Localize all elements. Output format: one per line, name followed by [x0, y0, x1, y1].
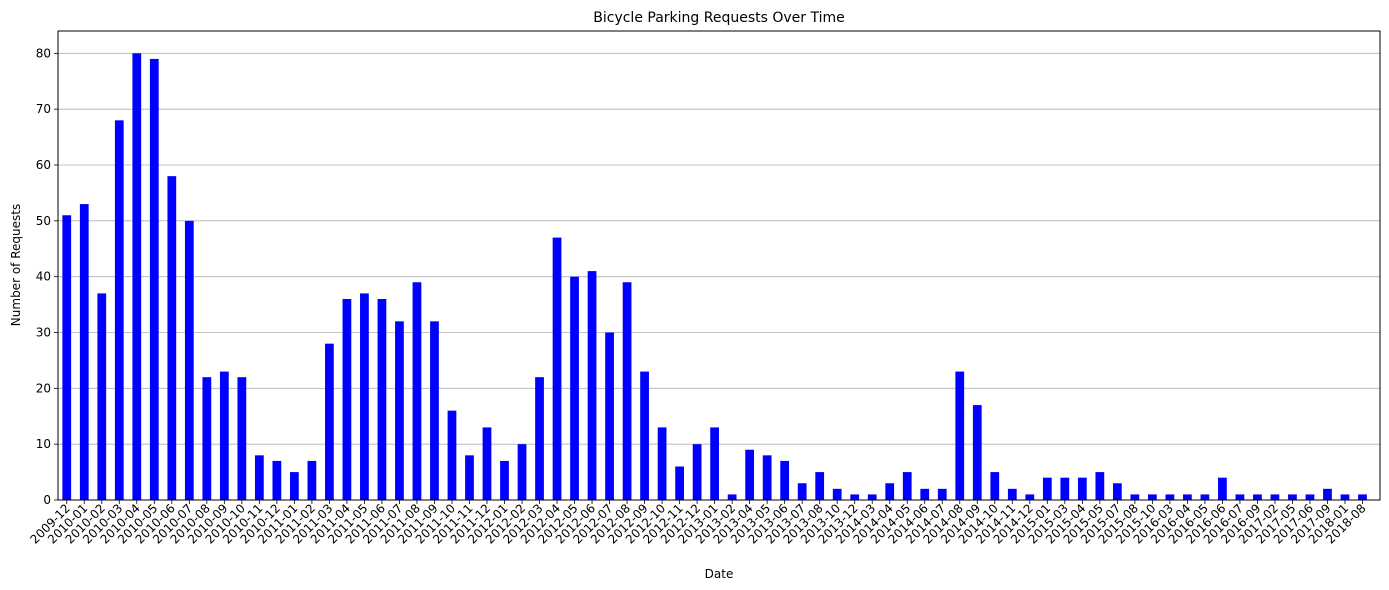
bar-2010-11	[254, 455, 264, 500]
bar-2016-05	[1200, 494, 1210, 500]
bar-2013-05	[762, 455, 772, 500]
bar-2012-02	[517, 444, 527, 500]
bar-2014-08	[955, 371, 965, 500]
bar-2013-06	[780, 460, 790, 500]
bar-2018-08	[1358, 494, 1367, 500]
bar-2014-09	[972, 405, 982, 500]
bar-2017-09	[1323, 488, 1332, 500]
y-tick-label: 0	[43, 493, 51, 507]
bar-2010-09	[219, 371, 229, 500]
bar-2014-06	[920, 488, 930, 500]
bar-2014-05	[902, 472, 912, 500]
bar-2013-02	[727, 494, 737, 500]
bar-2010-07	[184, 220, 194, 501]
chart-title: Bicycle Parking Requests Over Time	[593, 10, 844, 26]
y-axis-label: Number of Requests	[9, 204, 23, 326]
bar-2015-08	[1130, 494, 1140, 500]
bar-2011-03	[325, 343, 334, 500]
y-axis-ticks: 0 10 20 30 40 50 60 70 80	[36, 46, 58, 507]
bar-2015-05	[1095, 472, 1105, 500]
bar-2011-05	[360, 293, 369, 500]
y-tick-label: 10	[36, 437, 51, 451]
bar-2011-02	[307, 460, 317, 500]
bar-2016-03	[1165, 494, 1175, 500]
bar-2010-10	[237, 377, 247, 500]
x-axis-ticks: 2009-122010-012010-022010-032010-042010-…	[28, 500, 1369, 547]
y-tick-label: 20	[36, 381, 51, 395]
bar-2011-12	[482, 427, 492, 500]
bars	[62, 53, 1367, 501]
bar-2011-09	[430, 321, 439, 500]
bar-2015-07	[1112, 483, 1122, 500]
bar-2011-11	[465, 455, 474, 500]
bar-2009-12	[62, 215, 72, 500]
bar-2017-02	[1270, 494, 1280, 500]
y-tick-label: 60	[36, 158, 51, 172]
bar-2013-12	[850, 494, 860, 500]
bar-2011-01	[290, 472, 299, 500]
bar-2016-09	[1253, 494, 1262, 500]
bar-2012-03	[535, 377, 544, 500]
bar-2012-01	[500, 460, 509, 500]
bar-2010-02	[97, 293, 107, 500]
bar-2014-03	[867, 494, 877, 500]
y-tick-label: 80	[36, 46, 51, 60]
bar-2013-07	[797, 483, 807, 500]
y-tick-label: 70	[36, 102, 51, 116]
bar-2013-04	[745, 449, 755, 500]
bar-2014-07	[937, 488, 947, 500]
bar-2014-12	[1025, 494, 1035, 500]
bar-2018-01	[1340, 494, 1350, 500]
bar-2012-10	[657, 427, 667, 500]
bar-2012-06	[587, 271, 597, 500]
bar-2012-04	[552, 237, 562, 501]
bar-2014-04	[885, 483, 895, 500]
bar-2015-01	[1042, 477, 1052, 500]
bar-2010-06	[167, 176, 177, 500]
bar-2014-11	[1007, 488, 1017, 500]
bar-2010-03	[114, 120, 124, 500]
bar-2015-03	[1060, 477, 1070, 500]
bar-2016-06	[1218, 477, 1227, 500]
bar-2016-07	[1235, 494, 1245, 500]
bar-2011-06	[377, 299, 387, 500]
bar-2012-12	[692, 444, 702, 500]
bar-2017-05	[1288, 494, 1297, 500]
bar-2010-04	[132, 53, 142, 500]
bar-2010-01	[79, 204, 89, 501]
x-axis-label: Date	[705, 567, 734, 581]
gridlines	[58, 52, 1380, 501]
bar-2013-01	[710, 427, 719, 500]
bar-2016-04	[1183, 494, 1192, 500]
bar-2014-10	[990, 472, 1000, 500]
y-tick-label: 30	[36, 326, 51, 340]
bar-2011-10	[447, 410, 457, 500]
bar-2011-08	[412, 282, 422, 500]
y-tick-label: 50	[36, 214, 51, 228]
bar-2010-05	[149, 58, 159, 501]
bar-2011-07	[395, 321, 404, 500]
bar-2012-05	[570, 276, 579, 500]
y-tick-label: 40	[36, 270, 51, 284]
bar-2013-08	[815, 472, 825, 500]
bar-2012-07	[605, 332, 614, 500]
bar-2015-10	[1147, 494, 1157, 500]
bar-2015-04	[1077, 477, 1087, 500]
bar-2012-11	[675, 466, 684, 500]
plot-frame	[57, 30, 1381, 501]
bar-2017-06	[1305, 494, 1315, 500]
bar-2013-10	[832, 488, 842, 500]
bar-2010-12	[272, 460, 282, 500]
bar-2010-08	[202, 377, 212, 500]
bar-2011-04	[342, 299, 352, 500]
bar-2012-09	[640, 371, 649, 500]
bar-2012-08	[622, 282, 632, 500]
